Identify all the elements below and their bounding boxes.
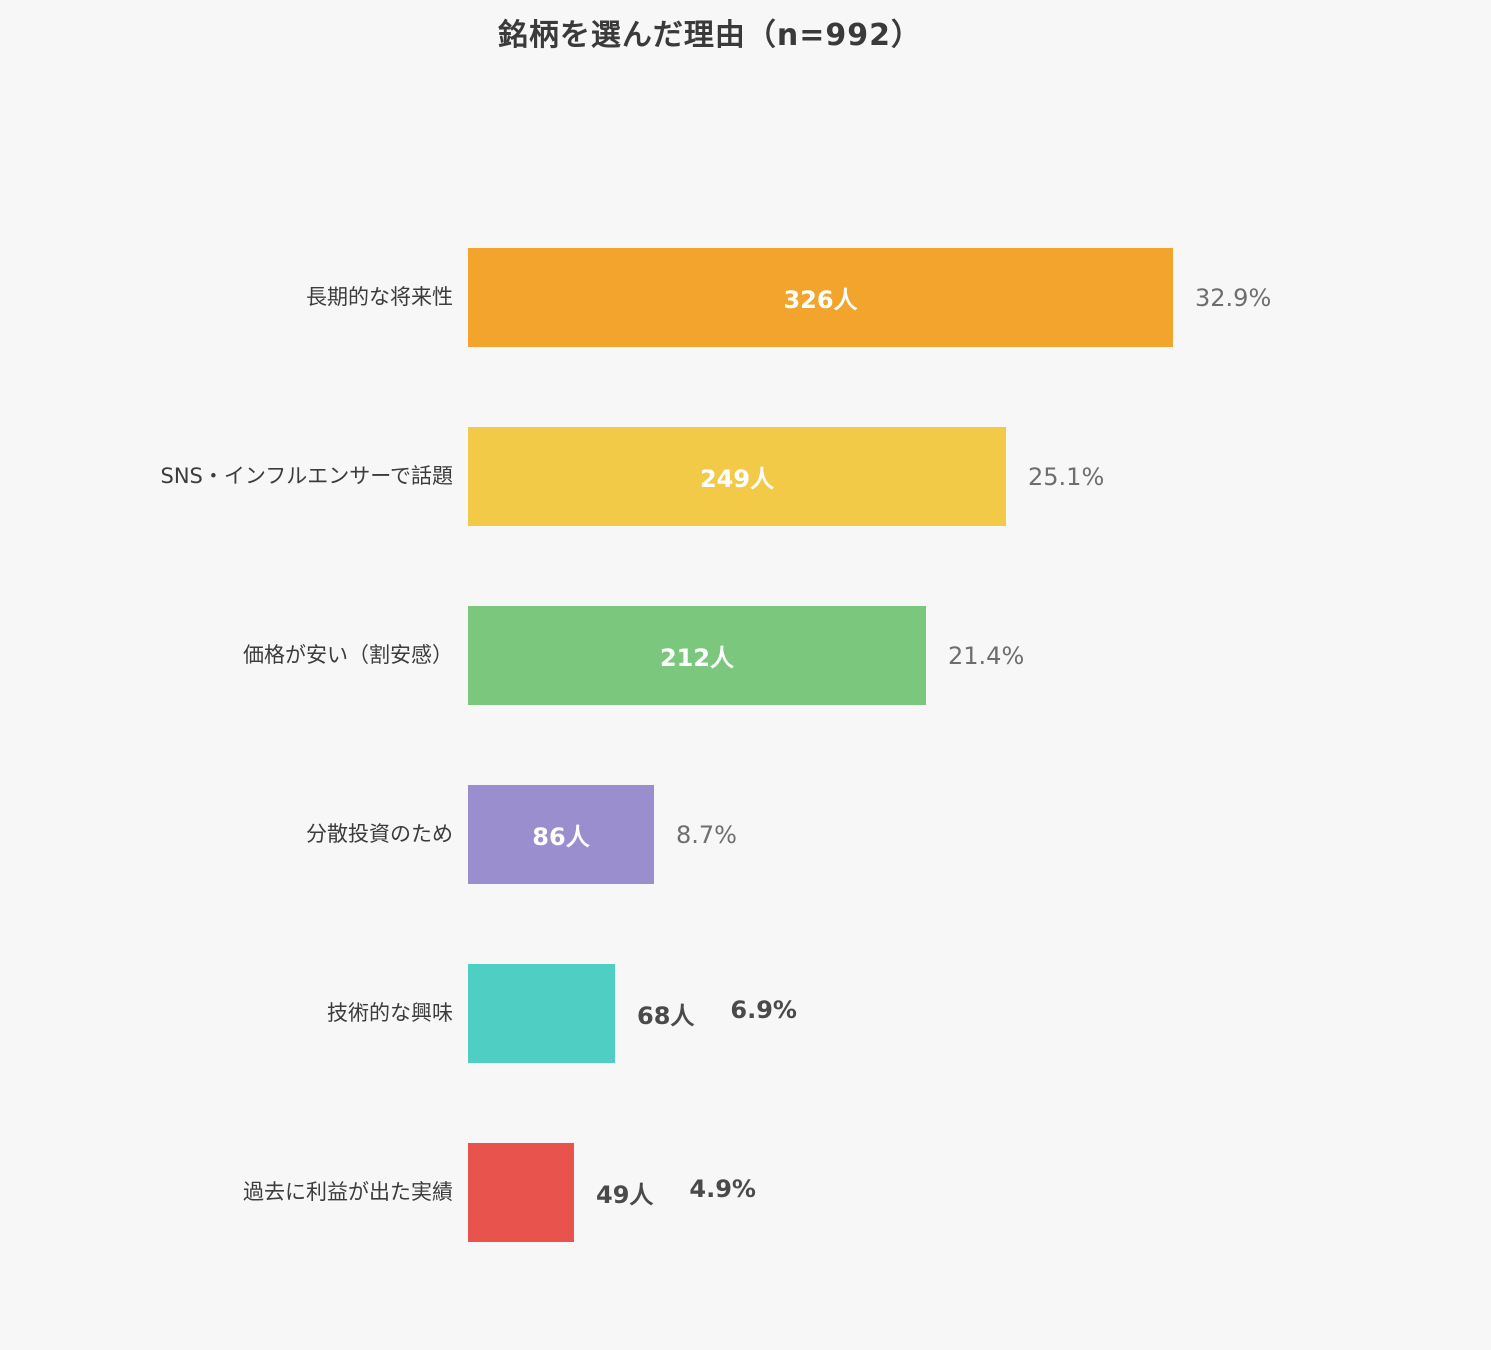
bar-row: 価格が安い（割安感） 212人 21.4% — [0, 606, 1491, 705]
value-label: 86人 — [532, 823, 590, 851]
bar — [468, 964, 615, 1063]
percent-label: 6.9% — [730, 996, 797, 1024]
percent-label: 25.1% — [1028, 462, 1105, 491]
category-label: SNS・インフルエンサーで話題 — [160, 463, 453, 488]
bar-row: 技術的な興味 68人 6.9% — [0, 964, 1491, 1063]
value-label: 212人 — [659, 644, 735, 672]
bar-area: 49人 4.9% — [468, 1143, 1491, 1242]
percent-label: 21.4% — [948, 641, 1025, 670]
category-label: 技術的な興味 — [327, 1000, 453, 1025]
bar: 212人 — [468, 606, 926, 705]
category-label: 分散投資のため — [306, 821, 453, 846]
bar-row: 過去に利益が出た実績 49人 4.9% — [0, 1143, 1491, 1242]
category-label: 過去に利益が出た実績 — [243, 1179, 453, 1204]
bar-area: 86人 8.7% — [468, 785, 1491, 884]
bar-row: 長期的な将来性 326人 32.9% — [0, 248, 1491, 347]
category-label: 価格が安い（割安感） — [243, 642, 453, 667]
chart-title: 銘柄を選んだ理由（n=992） — [497, 18, 923, 53]
bar: 326人 — [468, 248, 1173, 347]
bar-area: 68人 6.9% — [468, 964, 1491, 1063]
bar — [468, 1143, 574, 1242]
value-label: 68人 — [637, 1002, 695, 1030]
bar-area: 326人 32.9% — [468, 248, 1491, 347]
outside-labels: 68人 6.9% — [637, 996, 797, 1031]
category-label: 長期的な将来性 — [306, 284, 453, 309]
bar-area: 212人 21.4% — [468, 606, 1491, 705]
percent-label: 8.7% — [676, 820, 737, 849]
bar: 86人 — [468, 785, 654, 884]
bar-row: 分散投資のため 86人 8.7% — [0, 785, 1491, 884]
percent-label: 32.9% — [1195, 283, 1272, 312]
percent-label: 4.9% — [689, 1175, 756, 1203]
bar-rows: 長期的な将来性 326人 32.9% SNS・インフルエンサーで話題 249人 25.1%… — [0, 248, 1491, 1322]
bar-area: 249人 25.1% — [468, 427, 1491, 526]
bar-row: SNS・インフルエンサーで話題 249人 25.1% — [0, 427, 1491, 526]
value-label: 249人 — [699, 465, 775, 493]
bar: 249人 — [468, 427, 1006, 526]
outside-labels: 49人 4.9% — [596, 1175, 756, 1210]
value-label: 49人 — [596, 1181, 654, 1209]
value-label: 326人 — [783, 286, 858, 314]
